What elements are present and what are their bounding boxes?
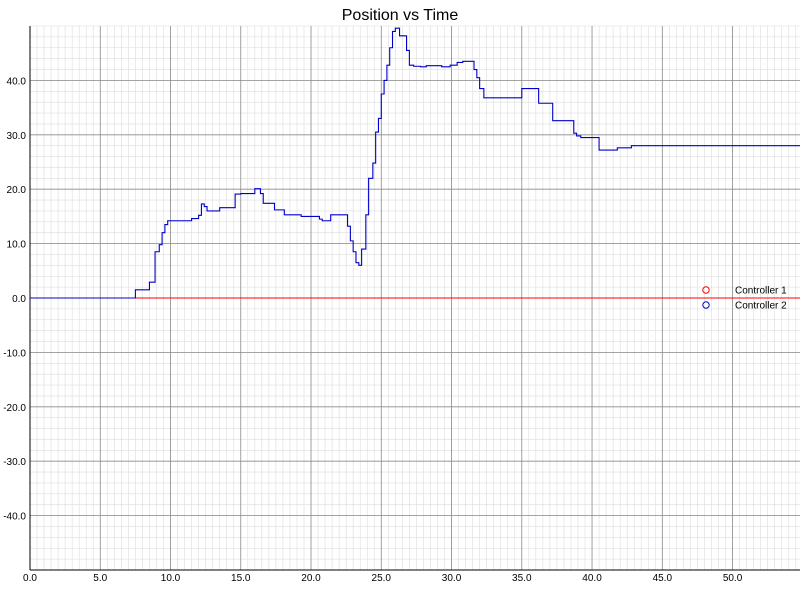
y-tick-label: -40.0 xyxy=(3,512,26,523)
y-tick-label: -20.0 xyxy=(3,403,26,414)
x-tick-label: 45.0 xyxy=(653,573,673,584)
legend-label-controller-2: Controller 2 xyxy=(735,301,787,312)
x-tick-label: 0.0 xyxy=(23,573,37,584)
legend-label-controller-1: Controller 1 xyxy=(735,286,787,297)
y-tick-label: 40.0 xyxy=(7,76,27,87)
x-tick-label: 40.0 xyxy=(582,573,602,584)
x-axis-ticks: 0.0 5.0 10.0 15.0 20.0 25.0 30.0 35.0 40.0 45.0 50… xyxy=(23,573,743,584)
series-line-controller-2 xyxy=(30,27,800,299)
y-axis-ticks: 40.0 30.0 20.0 10.0 0.0 -10.0 -20.0 -30.0 -40.0 xyxy=(3,76,26,522)
y-tick-label: 30.0 xyxy=(7,131,27,142)
x-tick-label: 50.0 xyxy=(723,573,743,584)
x-tick-label: 35.0 xyxy=(512,573,532,584)
legend-marker-controller-2 xyxy=(702,301,710,309)
y-tick-label: -30.0 xyxy=(3,457,26,468)
x-tick-label: 20.0 xyxy=(301,573,321,584)
y-tick-label: 0.0 xyxy=(12,294,26,305)
y-tick-label: 10.0 xyxy=(7,240,27,251)
y-tick-label: 20.0 xyxy=(7,185,27,196)
x-tick-label: 5.0 xyxy=(93,573,107,584)
y-tick-label: -10.0 xyxy=(3,348,26,359)
legend-marker-controller-1 xyxy=(702,286,710,294)
x-tick-label: 15.0 xyxy=(231,573,251,584)
x-tick-label: 10.0 xyxy=(161,573,181,584)
chart-title: Position vs Time xyxy=(342,7,459,24)
x-tick-label: 25.0 xyxy=(372,573,392,584)
series-layer xyxy=(30,27,800,299)
x-tick-label: 30.0 xyxy=(442,573,462,584)
legend: Controller 1 Controller 2 xyxy=(702,286,787,312)
